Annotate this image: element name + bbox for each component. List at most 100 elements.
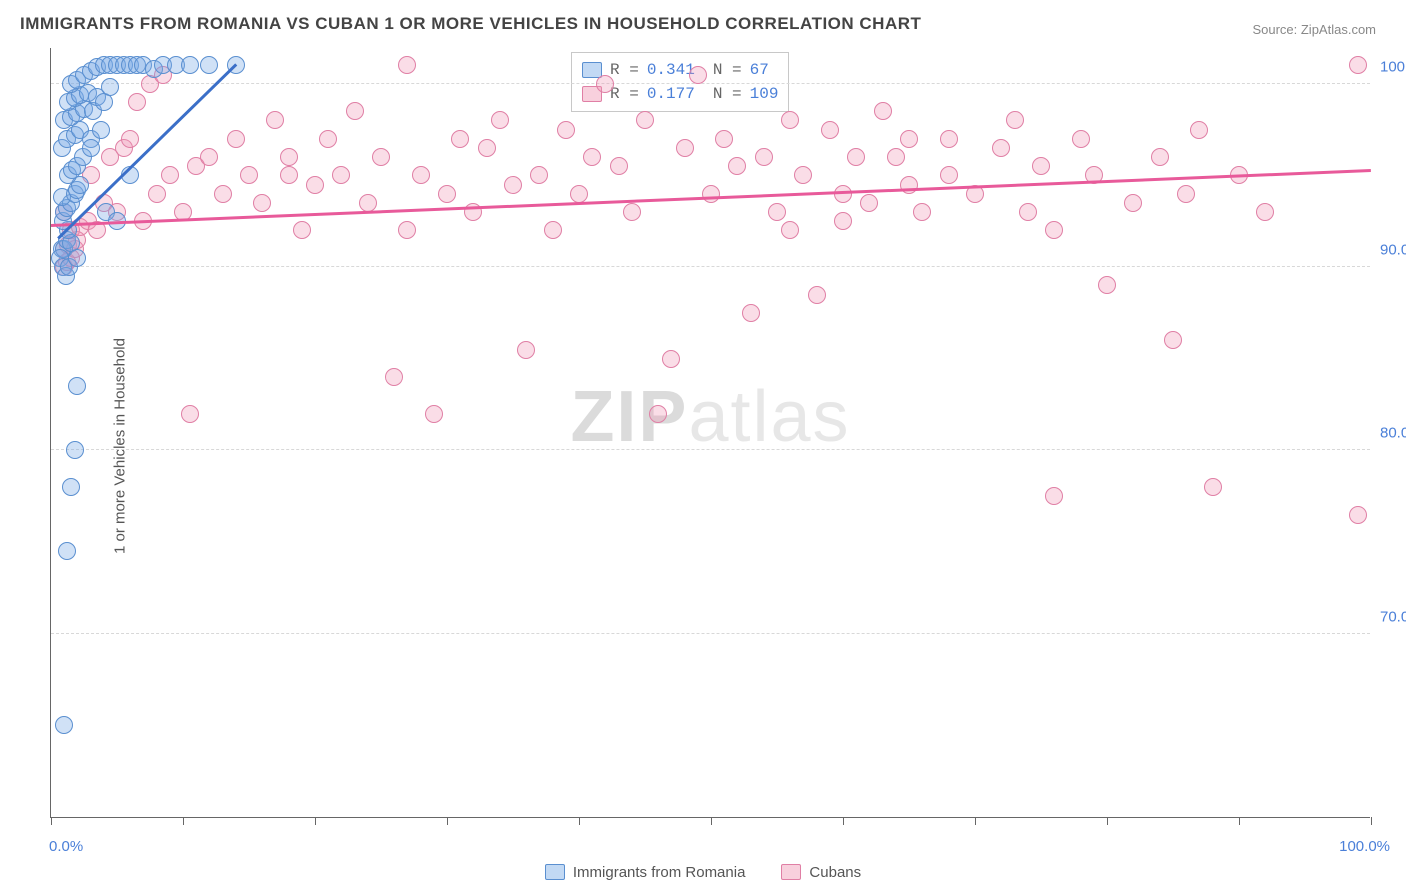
data-point — [332, 166, 350, 184]
data-point — [148, 185, 166, 203]
data-point — [610, 157, 628, 175]
data-point — [847, 148, 865, 166]
data-point — [451, 130, 469, 148]
chart-title: IMMIGRANTS FROM ROMANIA VS CUBAN 1 OR MO… — [20, 14, 921, 34]
x-tick — [183, 817, 184, 825]
x-tick — [447, 817, 448, 825]
data-point — [1072, 130, 1090, 148]
x-tick — [315, 817, 316, 825]
data-point — [280, 148, 298, 166]
data-point — [82, 139, 100, 157]
x-tick — [843, 817, 844, 825]
data-point — [478, 139, 496, 157]
legend-r-value: 0.341 — [647, 58, 695, 82]
data-point — [1045, 221, 1063, 239]
x-tick — [975, 817, 976, 825]
data-point — [412, 166, 430, 184]
data-point — [101, 78, 119, 96]
data-point — [398, 56, 416, 74]
data-point — [319, 130, 337, 148]
data-point — [662, 350, 680, 368]
source-label: Source: ZipAtlas.com — [1252, 22, 1376, 37]
x-tick-label-left: 0.0% — [49, 838, 83, 855]
data-point — [992, 139, 1010, 157]
data-point — [1349, 56, 1367, 74]
data-point — [887, 148, 905, 166]
series-legend: Immigrants from Romania Cubans — [0, 864, 1406, 885]
data-point — [1204, 478, 1222, 496]
data-point — [438, 185, 456, 203]
data-point — [768, 203, 786, 221]
plot-area: ZIPatlas R =0.341N = 67R =0.177N =109 70… — [50, 48, 1370, 818]
data-point — [913, 203, 931, 221]
legend-item: Cubans — [781, 864, 861, 881]
data-point — [636, 111, 654, 129]
gridline — [51, 83, 1370, 84]
data-point — [623, 203, 641, 221]
x-tick — [1371, 817, 1372, 825]
data-point — [181, 405, 199, 423]
data-point — [940, 166, 958, 184]
data-point — [240, 166, 258, 184]
y-tick-label: 100.0% — [1380, 58, 1406, 75]
x-tick — [579, 817, 580, 825]
data-point — [1190, 121, 1208, 139]
legend-swatch — [545, 864, 565, 880]
legend-swatch — [781, 864, 801, 880]
data-point — [359, 194, 377, 212]
data-point — [808, 286, 826, 304]
data-point — [253, 194, 271, 212]
data-point — [557, 121, 575, 139]
data-point — [58, 542, 76, 560]
y-tick-label: 90.0% — [1380, 242, 1406, 259]
data-point — [570, 185, 588, 203]
legend-n-label: N = — [713, 82, 742, 106]
data-point — [544, 221, 562, 239]
data-point — [689, 66, 707, 84]
data-point — [504, 176, 522, 194]
legend-label: Immigrants from Romania — [573, 864, 746, 881]
data-point — [1164, 331, 1182, 349]
data-point — [1124, 194, 1142, 212]
data-point — [860, 194, 878, 212]
y-tick-label: 80.0% — [1380, 425, 1406, 442]
x-tick-label-right: 100.0% — [1339, 838, 1390, 855]
data-point — [346, 102, 364, 120]
data-point — [293, 221, 311, 239]
data-point — [649, 405, 667, 423]
data-point — [227, 130, 245, 148]
gridline — [51, 449, 1370, 450]
data-point — [874, 102, 892, 120]
watermark: ZIPatlas — [570, 376, 850, 458]
data-point — [702, 185, 720, 203]
data-point — [68, 377, 86, 395]
data-point — [794, 166, 812, 184]
x-tick — [1107, 817, 1108, 825]
data-point — [1151, 148, 1169, 166]
data-point — [266, 111, 284, 129]
data-point — [742, 304, 760, 322]
data-point — [1177, 185, 1195, 203]
data-point — [1256, 203, 1274, 221]
data-point — [62, 478, 80, 496]
data-point — [306, 176, 324, 194]
data-point — [214, 185, 232, 203]
legend-n-label: N = — [713, 58, 742, 82]
data-point — [68, 249, 86, 267]
data-point — [200, 56, 218, 74]
data-point — [900, 130, 918, 148]
legend-label: Cubans — [809, 864, 861, 881]
data-point — [596, 75, 614, 93]
data-point — [781, 221, 799, 239]
data-point — [181, 56, 199, 74]
x-tick — [51, 817, 52, 825]
data-point — [676, 139, 694, 157]
data-point — [1349, 506, 1367, 524]
data-point — [940, 130, 958, 148]
data-point — [398, 221, 416, 239]
data-point — [385, 368, 403, 386]
data-point — [372, 148, 390, 166]
legend-r-value: 0.177 — [647, 82, 695, 106]
data-point — [530, 166, 548, 184]
data-point — [821, 121, 839, 139]
